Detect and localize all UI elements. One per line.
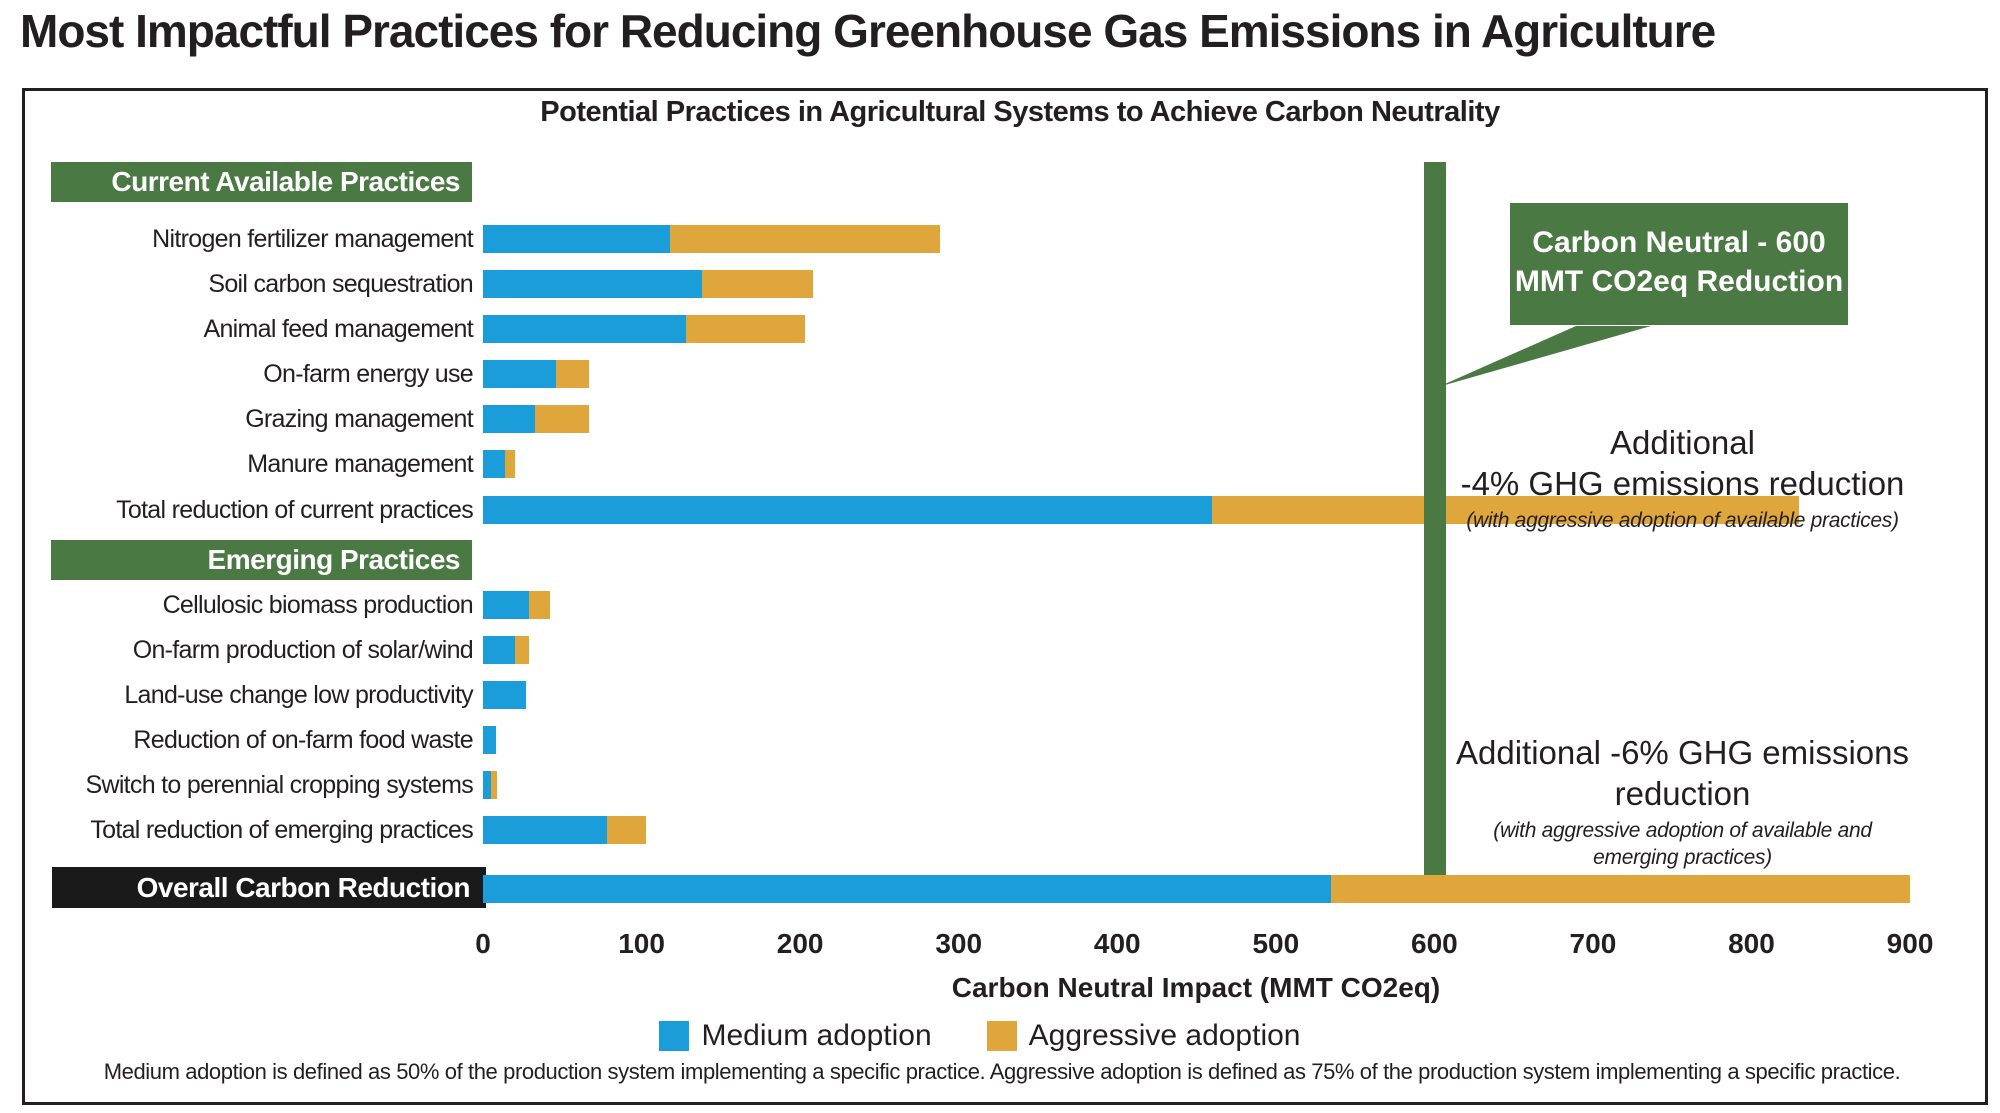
bar-segment-aggressive-total-reduction-of-emerging-practices bbox=[606, 816, 647, 844]
annotation-available-practices: Additional -4% GHG emissions reduction (… bbox=[1420, 422, 1945, 537]
x-tick-200: 200 bbox=[776, 928, 824, 959]
bar-segment-medium-total-reduction-of-emerging-practices bbox=[483, 816, 607, 844]
annotation-emerging-line1: Additional -6% GHG emissions bbox=[1455, 734, 1909, 771]
bar-segment-medium-soil-carbon-sequestration bbox=[483, 270, 702, 298]
bar-overall-carbon-reduction bbox=[483, 875, 1911, 903]
row-label-cellulosic-biomass-production: Cellulosic biomass production bbox=[162, 591, 474, 619]
bar-segment-medium-cellulosic-biomass-production bbox=[483, 591, 529, 619]
carbon-neutral-callout: Carbon Neutral - 600 MMT CO2eq Reduction bbox=[1510, 203, 1848, 325]
bar-animal-feed-management bbox=[483, 315, 805, 343]
callout-line2: MMT CO2eq Reduction bbox=[1514, 265, 1844, 298]
legend-label-medium: Medium adoption bbox=[701, 1019, 932, 1052]
bar-segment-aggressive-cellulosic-biomass-production bbox=[528, 591, 550, 619]
row-label-manure-management: Manure management bbox=[247, 450, 473, 478]
bar-segment-aggressive-overall-carbon-reduction bbox=[1331, 875, 1911, 903]
bar-nitrogen-fertilizer-management bbox=[483, 225, 940, 253]
annotation-available-line1: Additional bbox=[1610, 424, 1755, 461]
x-tick-800: 800 bbox=[1728, 928, 1775, 959]
bar-on-farm-energy-use bbox=[483, 360, 590, 388]
bar-segment-aggressive-nitrogen-fertilizer-management bbox=[670, 225, 940, 253]
legend-swatch-aggressive-icon bbox=[986, 1021, 1017, 1051]
bar-on-farm-production-of-solar-wind bbox=[483, 636, 529, 664]
legend: Medium adoption Aggressive adoption bbox=[620, 1020, 1340, 1052]
bar-soil-carbon-sequestration bbox=[483, 270, 813, 298]
row-label-nitrogen-fertilizer-management: Nitrogen fertilizer management bbox=[152, 225, 474, 253]
bar-segment-medium-animal-feed-management bbox=[483, 315, 686, 343]
row-label-soil-carbon-sequestration: Soil carbon sequestration bbox=[208, 270, 473, 298]
bar-segment-medium-on-farm-production-of-solar-wind bbox=[483, 636, 515, 664]
bar-total-reduction-of-current-practices bbox=[483, 496, 1800, 524]
bar-segment-aggressive-on-farm-energy-use bbox=[555, 360, 590, 388]
legend-label-aggressive: Aggressive adoption bbox=[1028, 1019, 1301, 1052]
bar-segment-medium-total-reduction-of-current-practices bbox=[483, 496, 1213, 524]
bar-segment-medium-switch-to-perennial-cropping-systems bbox=[483, 771, 491, 799]
chart-title: Potential Practices in Agricultural Syst… bbox=[540, 96, 1500, 128]
bar-cellulosic-biomass-production bbox=[483, 591, 550, 619]
page-title: Most Impactful Practices for Reducing Gr… bbox=[20, 5, 1716, 57]
annotation-available-note: (with aggressive adoption of available p… bbox=[1466, 509, 1899, 532]
bar-switch-to-perennial-cropping-systems bbox=[483, 771, 498, 799]
annotation-emerging-note1: (with aggressive adoption of available a… bbox=[1493, 819, 1872, 842]
bar-segment-aggressive-grazing-management bbox=[535, 405, 590, 433]
x-tick-500: 500 bbox=[1252, 928, 1300, 959]
row-label-reduction-of-on-farm-food-waste: Reduction of on-farm food waste bbox=[133, 726, 473, 754]
legend-item-aggressive: Aggressive adoption bbox=[986, 1019, 1301, 1052]
bar-grazing-management bbox=[483, 405, 590, 433]
callout-line1: Carbon Neutral - 600 bbox=[1532, 226, 1826, 259]
legend-item-medium: Medium adoption bbox=[659, 1019, 932, 1052]
bar-segment-medium-overall-carbon-reduction bbox=[483, 875, 1332, 903]
section-header-emerging-practices: Emerging Practices bbox=[51, 540, 472, 580]
bar-segment-medium-land-use-change-low-productivity bbox=[483, 681, 526, 709]
bar-manure-management bbox=[483, 450, 515, 478]
x-tick-100: 100 bbox=[618, 928, 665, 959]
x-tick-600: 600 bbox=[1411, 928, 1458, 959]
bar-segment-aggressive-switch-to-perennial-cropping-systems bbox=[490, 771, 498, 799]
x-tick-300: 300 bbox=[935, 928, 983, 959]
annotation-emerging-note2: emerging practices) bbox=[1593, 846, 1772, 869]
row-label-switch-to-perennial-cropping-systems: Switch to perennial cropping systems bbox=[85, 771, 474, 799]
x-tick-900: 900 bbox=[1886, 928, 1934, 959]
x-tick-700: 700 bbox=[1569, 928, 1617, 959]
bar-reduction-of-on-farm-food-waste bbox=[483, 726, 496, 754]
callout-tail-icon bbox=[1438, 326, 1651, 387]
bar-segment-medium-on-farm-energy-use bbox=[483, 360, 556, 388]
row-label-animal-feed-management: Animal feed management bbox=[203, 315, 474, 343]
annotation-emerging-line2: reduction bbox=[1614, 775, 1751, 812]
bar-total-reduction-of-emerging-practices bbox=[483, 816, 647, 844]
bar-segment-aggressive-on-farm-production-of-solar-wind bbox=[514, 636, 529, 664]
carbon-neutral-reference-line bbox=[1424, 162, 1446, 875]
annotation-available-line2: -4% GHG emissions reduction bbox=[1460, 465, 1905, 502]
row-label-total-reduction-of-emerging-practices: Total reduction of emerging practices bbox=[90, 816, 473, 844]
bar-segment-aggressive-animal-feed-management bbox=[685, 315, 805, 343]
x-axis-label: Carbon Neutral Impact (MMT CO2eq) bbox=[951, 972, 1441, 1003]
row-label-grazing-management: Grazing management bbox=[245, 405, 474, 433]
row-label-on-farm-energy-use: On-farm energy use bbox=[263, 360, 473, 388]
bar-segment-medium-grazing-management bbox=[483, 405, 536, 433]
bar-segment-medium-reduction-of-on-farm-food-waste bbox=[483, 726, 496, 754]
bar-segment-medium-manure-management bbox=[483, 450, 506, 478]
bar-segment-medium-nitrogen-fertilizer-management bbox=[483, 225, 671, 253]
section-header-current-available-practices: Current Available Practices bbox=[51, 162, 472, 202]
bar-segment-aggressive-manure-management bbox=[505, 450, 515, 478]
bar-segment-aggressive-total-reduction-of-current-practices bbox=[1212, 496, 1800, 524]
x-tick-0: 0 bbox=[475, 928, 491, 959]
x-tick-400: 400 bbox=[1093, 928, 1141, 959]
legend-swatch-medium-icon bbox=[659, 1021, 690, 1051]
footnote: Medium adoption is defined as 50% of the… bbox=[103, 1059, 1901, 1084]
annotation-emerging-practices: Additional -6% GHG emissions reduction (… bbox=[1420, 732, 1945, 874]
row-label-on-farm-production-of-solar-wind: On-farm production of solar/wind bbox=[132, 636, 474, 664]
bar-land-use-change-low-productivity bbox=[483, 681, 526, 709]
bar-segment-aggressive-soil-carbon-sequestration bbox=[701, 270, 813, 298]
overall-header-overall-carbon-reduction: Overall Carbon Reduction bbox=[52, 867, 486, 908]
row-label-land-use-change-low-productivity: Land-use change low productivity bbox=[124, 681, 473, 709]
row-label-total-reduction-of-current-practices: Total reduction of current practices bbox=[116, 496, 474, 524]
